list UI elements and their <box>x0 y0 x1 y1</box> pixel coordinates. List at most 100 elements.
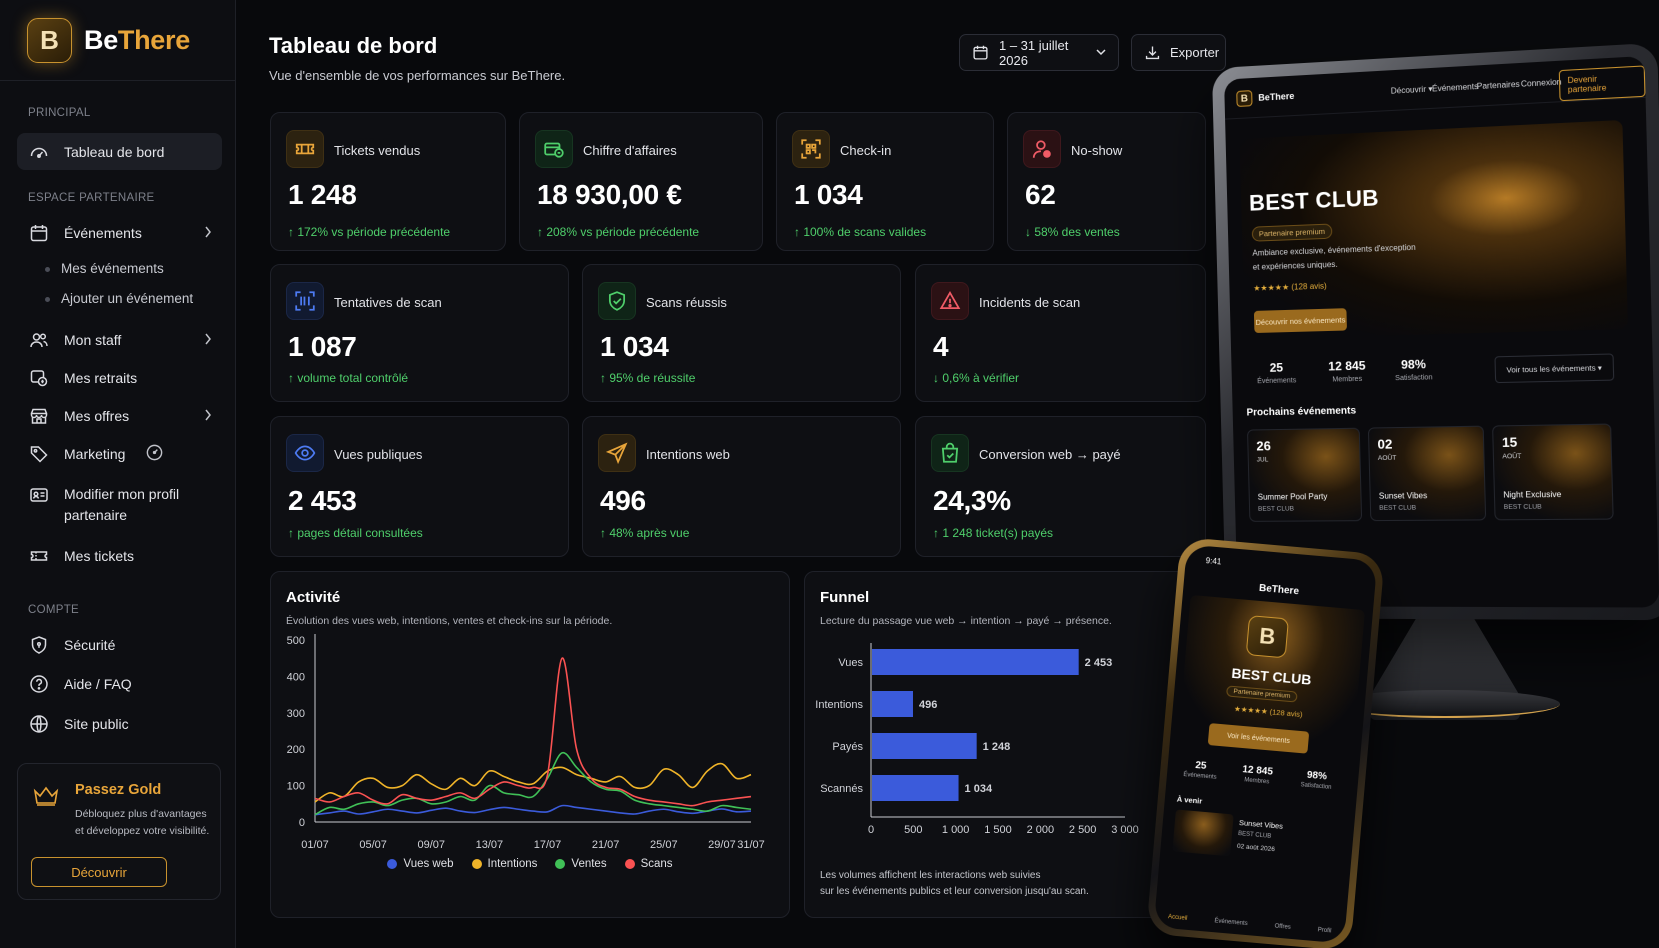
tablet-event-card[interactable]: 02 AOÛT Sunset Vibes BEST CLUB <box>1368 426 1486 521</box>
kpi-card-views: Vues publiques 2 453 ↑ pages détail cons… <box>270 416 569 557</box>
bar-category-label: Scannés <box>820 783 863 795</box>
tablet-nav-item[interactable]: Événements <box>1432 82 1479 94</box>
gold-description: Débloquez plus d'avantages et développez… <box>75 806 215 840</box>
crown-icon <box>33 785 59 812</box>
sub-item-dot <box>45 267 50 272</box>
phone-tab-events[interactable]: Événements <box>1214 918 1248 927</box>
x-tick-label: 13/07 <box>476 839 504 851</box>
phone-time: 9:41 <box>1205 556 1221 566</box>
phone-stat: 98% Satisfaction <box>1288 768 1344 792</box>
funnel-bar <box>872 649 1079 675</box>
phone-screen: 9:41 BeThere B BEST CLUB Partenaire prem… <box>1154 544 1378 943</box>
brand-logo[interactable]: B BeThere <box>27 18 190 63</box>
sidebar-item-withdrawals[interactable]: Mes retraits <box>17 359 222 396</box>
tablet-event-card[interactable]: 15 AOÛT Night Exclusive BEST CLUB <box>1492 423 1614 520</box>
tablet-nav-item[interactable]: Découvrir ▾ <box>1391 84 1433 95</box>
sidebar: B BeThere PRINCIPAL Tableau de bord ESPA… <box>0 0 236 948</box>
sidebar-item-events[interactable]: Événements <box>17 214 222 251</box>
sidebar-item-label: Sécurité <box>64 637 115 653</box>
event-day: 15 <box>1502 434 1518 450</box>
sidebar-item-label: Mes retraits <box>64 370 137 386</box>
tablet-mockup: B BeThere Découvrir ▾ Événements Partena… <box>1219 68 1649 618</box>
kpi-value: 2 453 <box>288 485 357 517</box>
event-day: 26 <box>1256 438 1271 453</box>
kpi-label: Vues publiques <box>334 447 422 462</box>
kpi-card-noshow: No-show 62 ↓ 58% des ventes <box>1007 112 1206 251</box>
sidebar-item-security[interactable]: Sécurité <box>17 626 222 663</box>
sidebar-item-offers[interactable]: Mes offres <box>17 397 222 434</box>
tablet-discover-events-button[interactable]: Découvrir nos événements <box>1254 308 1347 333</box>
x-tick-label: 2 500 <box>1069 824 1097 836</box>
kpi-value: 1 087 <box>288 331 357 363</box>
sidebar-item-profile[interactable]: Modifier mon profil partenaire <box>17 480 222 526</box>
date-range-picker[interactable]: 1 – 31 juillet 2026 <box>959 34 1119 71</box>
phone-logo: B <box>1246 615 1289 658</box>
tablet-nav-item[interactable]: Connexion <box>1521 77 1562 89</box>
sidebar-item-help[interactable]: Aide / FAQ <box>17 665 222 702</box>
x-tick-label: 09/07 <box>418 839 446 851</box>
legend-item[interactable]: Scans <box>625 858 673 870</box>
kpi-label: Tentatives de scan <box>334 295 442 310</box>
phone-tab-profile[interactable]: Profil <box>1317 927 1331 934</box>
x-tick-label: 21/07 <box>592 839 620 851</box>
sidebar-item-marketing[interactable]: Marketing <box>17 435 222 472</box>
legend-item[interactable]: Vues web <box>387 858 453 870</box>
sidebar-item-label: Événements <box>64 225 142 241</box>
logo-badge: B <box>27 18 72 63</box>
phone-event-venue: BEST CLUB <box>1238 831 1272 840</box>
sidebar-subitem-my-events[interactable]: Mes événements <box>61 261 164 276</box>
help-icon <box>28 673 50 695</box>
upgrade-gold-card: Passez Gold Débloquez plus d'avantages e… <box>17 763 221 900</box>
kpi-card-revenue: Chiffre d'affaires 18 930,00 € ↑ 208% vs… <box>519 112 763 251</box>
shopping-bag-icon <box>931 434 969 472</box>
tablet-screen: B BeThere Découvrir ▾ Événements Partena… <box>1224 56 1659 608</box>
phone-tab-home[interactable]: Accueil <box>1168 914 1188 922</box>
sidebar-item-public-site[interactable]: Site public <box>17 705 222 742</box>
sidebar-item-dashboard[interactable]: Tableau de bord <box>17 133 222 170</box>
legend-label: Scans <box>641 858 673 870</box>
legend-label: Ventes <box>571 858 606 870</box>
legend-dot <box>387 859 397 869</box>
calendar-icon <box>972 44 989 61</box>
x-tick-label: 1 000 <box>942 824 970 836</box>
sidebar-item-label: Mes offres <box>64 408 129 424</box>
id-card-icon <box>28 484 50 506</box>
tablet-stat-label: Membres <box>1312 375 1383 384</box>
sidebar-item-tickets[interactable]: Mes tickets <box>17 537 222 574</box>
sidebar-item-staff[interactable]: Mon staff <box>17 321 222 358</box>
kpi-value: 1 034 <box>794 179 863 211</box>
tablet-see-all-button[interactable]: Voir tous les événements ▾ <box>1494 353 1614 383</box>
legend-item[interactable]: Intentions <box>472 858 538 870</box>
tablet-event-card[interactable]: 26 JUL Summer Pool Party BEST CLUB <box>1247 428 1362 522</box>
kpi-label: Conversion web → payé <box>979 447 1121 462</box>
tablet-stat-label: Événements <box>1252 377 1302 385</box>
phone-tab-offers[interactable]: Offres <box>1274 923 1291 930</box>
eye-icon <box>286 434 324 472</box>
kpi-delta: ↑ 100% de scans valides <box>794 225 926 239</box>
legend-item[interactable]: Ventes <box>555 858 606 870</box>
phone-stat: 12 845 Membres <box>1227 763 1288 787</box>
legend-dot <box>555 859 565 869</box>
tablet-partner-button[interactable]: Devenir partenaire <box>1559 65 1646 101</box>
legend-dot <box>625 859 635 869</box>
brand-name-a: Be <box>84 25 118 55</box>
section-label-principal: PRINCIPAL <box>28 107 91 119</box>
event-venue: BEST CLUB <box>1504 503 1542 511</box>
x-tick-label: 2 000 <box>1027 824 1055 836</box>
chevron-right-icon <box>204 408 212 424</box>
kpi-card-conversion: Conversion web → payé 24,3% ↑ 1 248 tick… <box>915 416 1206 557</box>
legend-label: Vues web <box>403 858 453 870</box>
phone-event-image[interactable] <box>1172 809 1233 856</box>
sidebar-item-label: Marketing <box>64 446 125 462</box>
phone-event-name[interactable]: Sunset Vibes <box>1239 818 1284 831</box>
kpi-delta: ↓ 0,6% à vérifier <box>933 371 1019 385</box>
tablet-nav-item[interactable]: Partenaires <box>1477 80 1520 92</box>
discover-gold-button[interactable]: Découvrir <box>31 857 167 887</box>
sidebar-subitem-add-event[interactable]: Ajouter un événement <box>61 291 193 306</box>
activity-panel: Activité Évolution des vues web, intenti… <box>270 571 790 918</box>
funnel-bar <box>872 775 959 801</box>
y-tick-label: 400 <box>287 671 305 683</box>
export-button[interactable]: Exporter <box>1131 34 1226 71</box>
event-name: Night Exclusive <box>1503 490 1561 500</box>
page-subtitle: Vue d'ensemble de vos performances sur B… <box>269 68 565 83</box>
